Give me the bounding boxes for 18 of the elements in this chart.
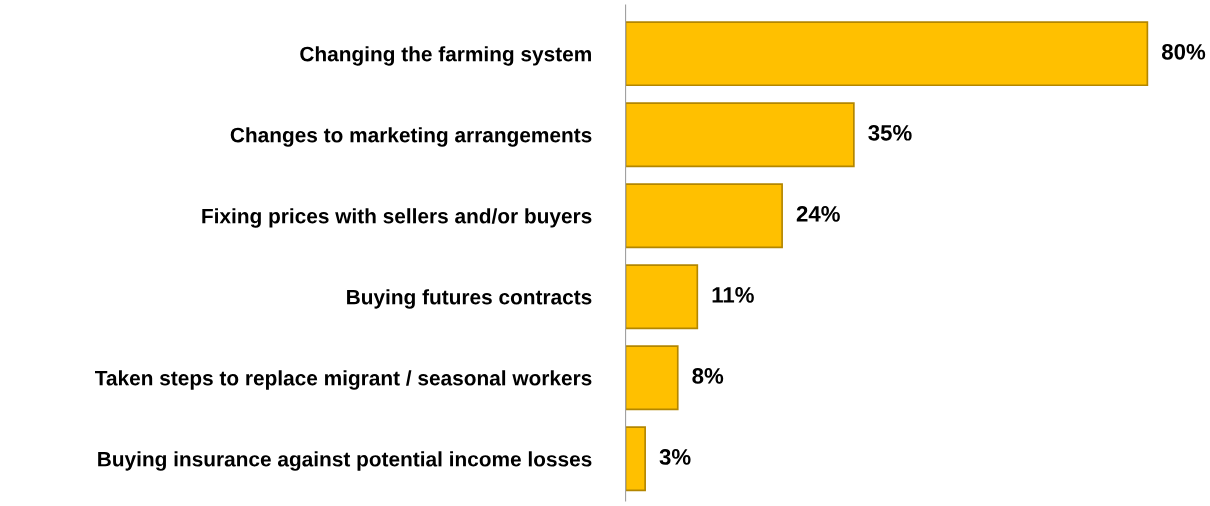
bar — [625, 21, 1149, 87]
y-tick-label: Buying futures contracts — [347, 289, 592, 309]
data-label: 3% — [659, 449, 691, 465]
bar — [625, 102, 855, 168]
bar — [625, 183, 783, 249]
data-label: 35% — [868, 124, 912, 141]
bar — [625, 345, 679, 411]
y-tick-label: Buying insurance against potential income losses — [98, 451, 592, 471]
y-tick-label: Fixing prices with sellers and/or buyers — [202, 208, 592, 228]
y-tick-label: Changing the farming system — [300, 46, 591, 66]
bar — [625, 264, 699, 330]
y-tick-label: Taken steps to replace migrant / seasonal workers — [95, 370, 592, 390]
data-label: 8% — [692, 368, 724, 384]
data-label: 11% — [712, 287, 754, 303]
y-tick-label: Changes to marketing arrangements — [230, 127, 592, 147]
data-label: 80% — [1161, 43, 1206, 60]
bar — [625, 426, 646, 492]
data-label: 24% — [796, 205, 840, 222]
